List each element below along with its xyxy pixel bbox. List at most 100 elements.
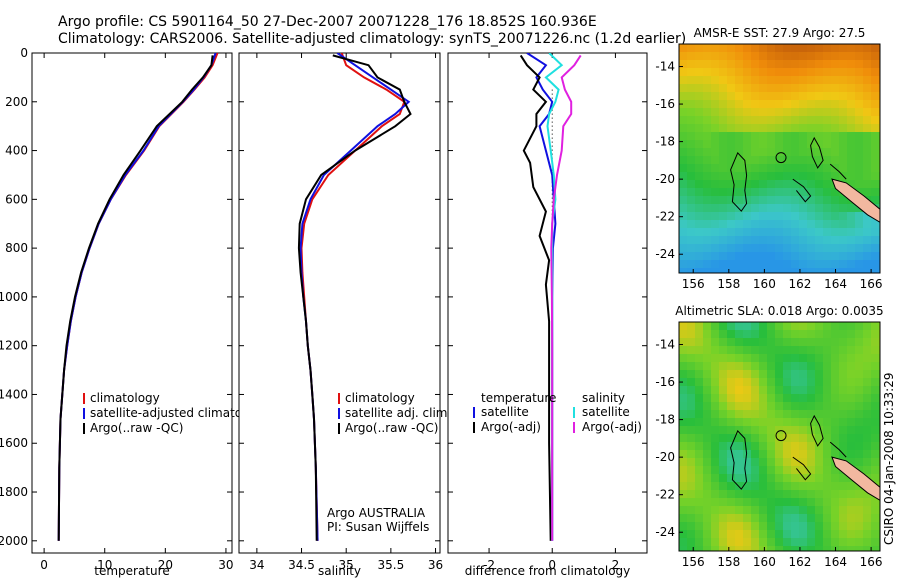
sst_map-field-cell [839, 60, 848, 69]
sst_map-field-cell [743, 252, 752, 261]
sst_map-field-cell [759, 108, 768, 117]
sst_map-field-cell [823, 108, 832, 117]
sst_map-field-cell [823, 260, 832, 269]
salinity-legend-entry: Argo(..raw -QC) [345, 421, 438, 435]
sla_map-field-cell [735, 386, 744, 395]
sst_map-field-cell [719, 220, 728, 229]
sla_map-field-cell [783, 498, 792, 507]
sst_map-field-cell [871, 92, 880, 101]
sst_map-field-cell [807, 124, 816, 133]
sst_map-field-cell [711, 44, 720, 53]
sst_map-field-cell [703, 164, 712, 173]
sla_map-field-cell [815, 530, 824, 539]
sla_map-field-cell [823, 530, 832, 539]
sla_map-field-cell [727, 338, 736, 347]
sst_map-field-cell [711, 220, 720, 229]
sst_map-frame [678, 43, 881, 274]
sla_map-field-cell [735, 354, 744, 363]
sla_map-field-cell [735, 538, 744, 547]
sla_map-field-cell [767, 466, 776, 475]
sla_map-field-cell [743, 538, 752, 547]
sla_map-field-cell [847, 370, 856, 379]
sla_map-field-cell [839, 490, 848, 499]
sst_map-field-cell [783, 124, 792, 133]
sla_map-field-cell [743, 402, 752, 411]
header-line-1: Argo profile: CS 5901164_50 27-Dec-2007 … [58, 14, 597, 30]
sla_map-field-cell [695, 522, 704, 531]
sla_map-field-cell [839, 362, 848, 371]
sla_map-field-cell [791, 490, 800, 499]
sla_map-field-cell [695, 386, 704, 395]
sla_map-field-cell [847, 402, 856, 411]
sla_map-field-cell [775, 402, 784, 411]
sst_map-field-cell [791, 116, 800, 125]
sst_map-field-cell [791, 180, 800, 189]
sla_map-field-cell [679, 346, 688, 355]
sla_map-field-cell [687, 378, 696, 387]
sla_map-field-cell [767, 530, 776, 539]
sla_map-field-cell [703, 338, 712, 347]
sla_map-field-cell [863, 402, 872, 411]
sst_map-field-cell [711, 212, 720, 221]
sst_map-field-cell [871, 172, 880, 181]
sla_map-field-cell [743, 442, 752, 451]
sla_map-field-cell [743, 434, 752, 443]
sst_map-field-cell [695, 228, 704, 237]
sst_map-field-cell [791, 52, 800, 61]
sst_map-reef-contour [829, 163, 847, 180]
sst_map-field-cell [719, 84, 728, 93]
sla_map-field-cell [695, 506, 704, 515]
sla_map-reef-contour [730, 429, 748, 490]
sst_map-x-tick-label: 158 [717, 277, 740, 291]
sla_map-field-cell [839, 530, 848, 539]
sst_map-field-cell [679, 140, 688, 149]
sst_map-field-cell [791, 188, 800, 197]
sla_map-field-cell [703, 418, 712, 427]
sla_map-field-cell [815, 482, 824, 491]
sst_map-field-cell [839, 132, 848, 141]
sla_map-field-cell [799, 418, 808, 427]
sla_map-field-cell [775, 378, 784, 387]
sla_map-field-cell [767, 538, 776, 547]
sla_map-field-cell [863, 538, 872, 547]
sst_map-field-cell [687, 172, 696, 181]
sst_map-field-cell [751, 76, 760, 85]
sst_map-field-cell [783, 140, 792, 149]
sst_map-field-cell [799, 132, 808, 141]
sla_map-field-cell [799, 482, 808, 491]
salinity-legend-entry: climatology [345, 391, 415, 405]
sla_map-field-cell [679, 394, 688, 403]
sst_map-field-cell [855, 100, 864, 109]
sst_map-field-cell [703, 108, 712, 117]
sst_map-field-cell [847, 260, 856, 269]
sla_map-field-cell [743, 458, 752, 467]
sst_map-field-cell [727, 68, 736, 77]
sla_map-field-cell [703, 410, 712, 419]
sla_map-field-cell [783, 530, 792, 539]
sst_map-field-cell [695, 188, 704, 197]
sst_map-field-cell [799, 52, 808, 61]
sst_map-field-cell [775, 44, 784, 53]
sla_map-field-cell [855, 402, 864, 411]
sla_map-field-cell [743, 354, 752, 363]
sla_map-field-cell [703, 402, 712, 411]
sla_map-field-cell [823, 450, 832, 459]
sst_map-field-cell [855, 156, 864, 165]
sst_map-field-cell [847, 180, 856, 189]
sst_map-field-cell [751, 156, 760, 165]
sla_map-field-cell [855, 442, 864, 451]
sla_map-field-cell [679, 434, 688, 443]
sst_map-field-cell [711, 108, 720, 117]
sla_map-field-cell [719, 490, 728, 499]
sst_map-field-cell [703, 252, 712, 261]
sla_map-field-cell [799, 386, 808, 395]
sla_map-field-cell [871, 498, 880, 507]
sst_map-field-cell [783, 52, 792, 61]
sst_map-field-cell [695, 132, 704, 141]
sla_map-field-cell [871, 418, 880, 427]
sla_map-field-cell [863, 370, 872, 379]
sla_map-field-cell [743, 426, 752, 435]
sst_map-field-cell [687, 52, 696, 61]
sla_map-field-cell [807, 410, 816, 419]
